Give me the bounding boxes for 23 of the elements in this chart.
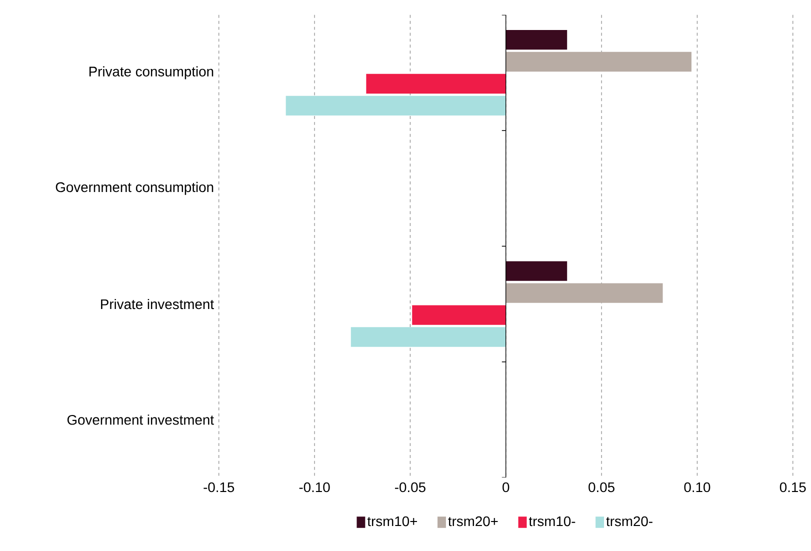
y-tick-label: Private consumption — [89, 66, 214, 80]
x-tick-label: -0.05 — [395, 482, 426, 492]
y-tick-label: Private investment — [101, 298, 214, 310]
bar — [366, 74, 506, 94]
bar — [506, 283, 663, 303]
bar — [350, 327, 506, 347]
x-tick-label: 0.10 — [684, 482, 710, 492]
legend-label: trsm10- — [528, 516, 576, 526]
legend-label: trsm20+ — [448, 516, 498, 526]
x-tick-label: -0.10 — [299, 482, 330, 492]
bar — [412, 305, 506, 325]
bar — [506, 30, 568, 50]
bar — [286, 96, 506, 116]
legend-label: trsm10+ — [367, 516, 417, 526]
x-tick-label: 0 — [502, 482, 510, 492]
x-tick-label: 0.05 — [588, 482, 614, 492]
x-tick-label: -0.15 — [204, 482, 234, 492]
y-tick-label: Government consumption — [56, 182, 214, 195]
x-tick-label: 0.15 — [780, 482, 806, 492]
bar — [506, 261, 568, 281]
y-tick-label: Government investment — [67, 414, 214, 425]
legend-label: trsm20- — [606, 516, 652, 526]
bar — [506, 52, 692, 72]
